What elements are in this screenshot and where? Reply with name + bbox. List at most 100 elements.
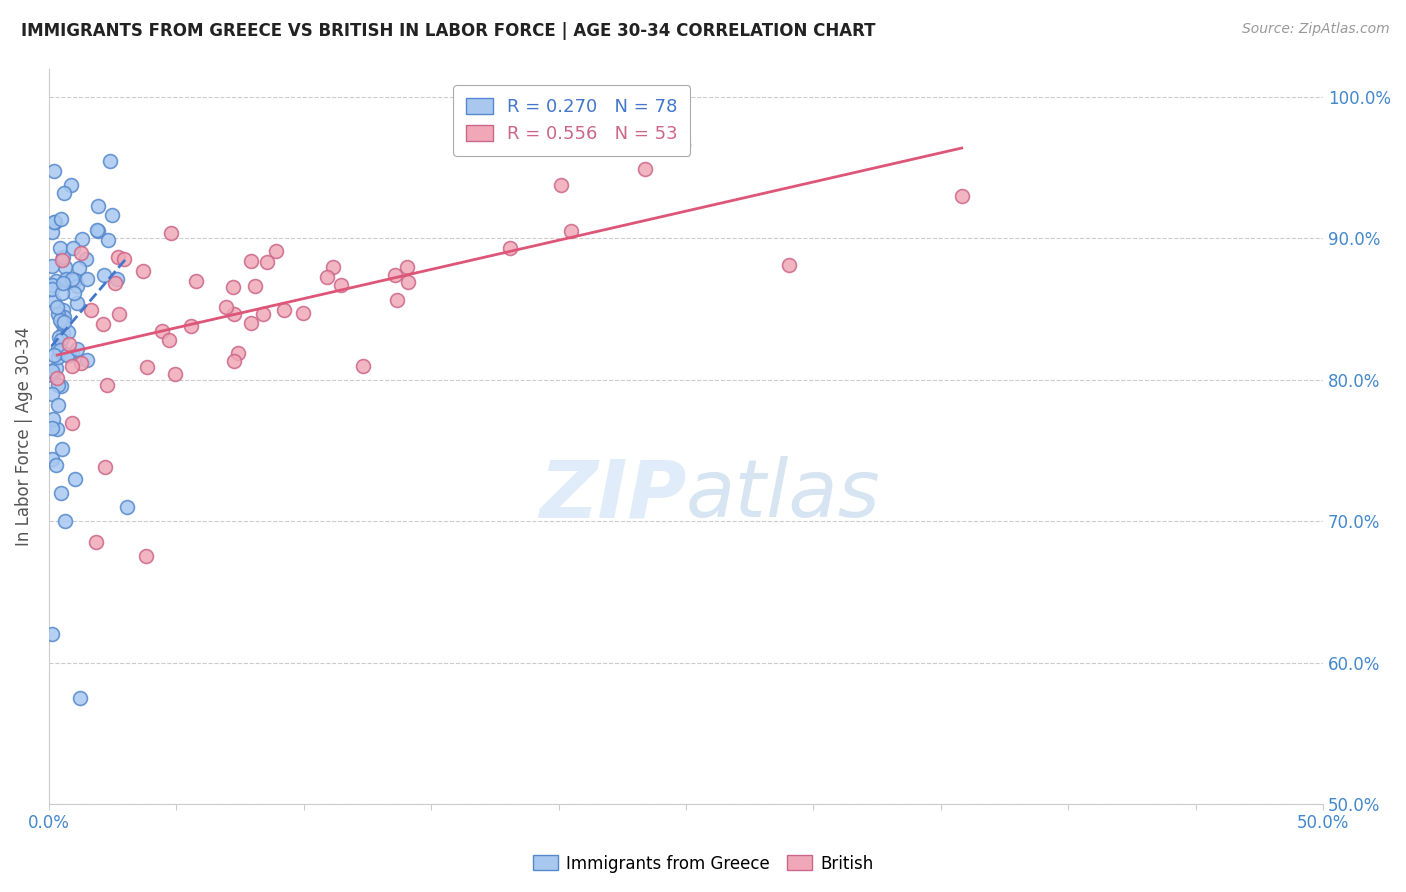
Point [105, 272, 128, 286]
Point [252, 307, 274, 321]
Point [135, 549, 157, 564]
Point [75, 252, 97, 267]
Point [240, 316, 263, 330]
Point [634, 161, 657, 176]
Point [48, 341, 70, 355]
Point [45, 361, 67, 376]
Point [51, 317, 73, 331]
Text: Source: ZipAtlas.com: Source: ZipAtlas.com [1241, 22, 1389, 37]
Point [44, 215, 66, 229]
Point [53, 514, 76, 528]
Point [49, 240, 72, 254]
Point [672, 138, 695, 153]
Point [70, 232, 93, 246]
Point [97, 233, 120, 247]
Point [46, 307, 69, 321]
Point [104, 276, 127, 290]
Point [41, 225, 63, 239]
Point [107, 251, 129, 265]
Point [560, 224, 582, 238]
Point [60, 416, 83, 430]
Text: IMMIGRANTS FROM GREECE VS BRITISH IN LABOR FORCE | AGE 30-34 CORRELATION CHART: IMMIGRANTS FROM GREECE VS BRITISH IN LAB… [21, 22, 876, 40]
Point [91, 317, 114, 331]
Point [226, 346, 249, 360]
Point [65, 343, 87, 357]
Point [86, 223, 108, 237]
Point [184, 274, 207, 288]
Y-axis label: In Labor Force | Age 30-34: In Labor Force | Age 30-34 [15, 326, 32, 546]
Point [396, 275, 419, 289]
Point [45, 300, 67, 314]
Point [266, 244, 288, 258]
Point [76, 353, 98, 368]
Point [384, 268, 406, 283]
Point [165, 367, 187, 381]
Point [215, 301, 238, 315]
Point [60, 359, 83, 374]
Point [150, 324, 173, 338]
Point [46, 378, 69, 392]
Point [222, 354, 245, 368]
Point [245, 278, 267, 293]
Point [70, 246, 93, 260]
Point [160, 227, 183, 241]
Point [41, 386, 63, 401]
Point [42, 294, 65, 309]
Point [291, 306, 314, 320]
Point [51, 378, 73, 392]
Point [62, 241, 84, 255]
Point [132, 264, 155, 278]
Point [63, 273, 86, 287]
Point [51, 277, 73, 291]
Point [107, 307, 129, 321]
Point [51, 345, 73, 359]
Point [44, 215, 66, 229]
Point [550, 178, 572, 193]
Point [41, 259, 63, 273]
Point [48, 330, 70, 344]
Point [46, 398, 69, 412]
Point [55, 272, 77, 286]
Point [41, 421, 63, 435]
Point [98, 153, 121, 168]
Point [59, 178, 82, 193]
Point [42, 164, 65, 178]
Point [41, 368, 63, 383]
Point [221, 280, 243, 294]
Point [950, 189, 973, 203]
Point [66, 296, 89, 310]
Point [52, 302, 75, 317]
Point [329, 277, 352, 292]
Point [53, 186, 76, 200]
Point [44, 348, 66, 362]
Point [136, 360, 159, 375]
Point [87, 224, 110, 238]
Text: ZIP: ZIP [538, 456, 686, 534]
Point [778, 258, 800, 272]
Point [53, 310, 76, 325]
Point [42, 412, 65, 426]
Point [87, 199, 110, 213]
Point [63, 472, 86, 486]
Point [41, 452, 63, 467]
Point [60, 346, 83, 360]
Point [157, 333, 180, 347]
Point [45, 422, 67, 436]
Point [60, 275, 83, 289]
Point [56, 326, 79, 340]
Point [352, 359, 374, 374]
Point [51, 212, 73, 227]
Point [84, 535, 107, 549]
Point [53, 260, 76, 275]
Point [498, 241, 520, 255]
Point [41, 363, 63, 377]
Point [46, 370, 69, 384]
Point [69, 690, 91, 705]
Point [52, 326, 75, 340]
Point [56, 349, 79, 363]
Point [240, 254, 263, 268]
Point [49, 313, 72, 327]
Point [45, 274, 67, 288]
Point [180, 318, 202, 333]
Point [115, 500, 138, 514]
